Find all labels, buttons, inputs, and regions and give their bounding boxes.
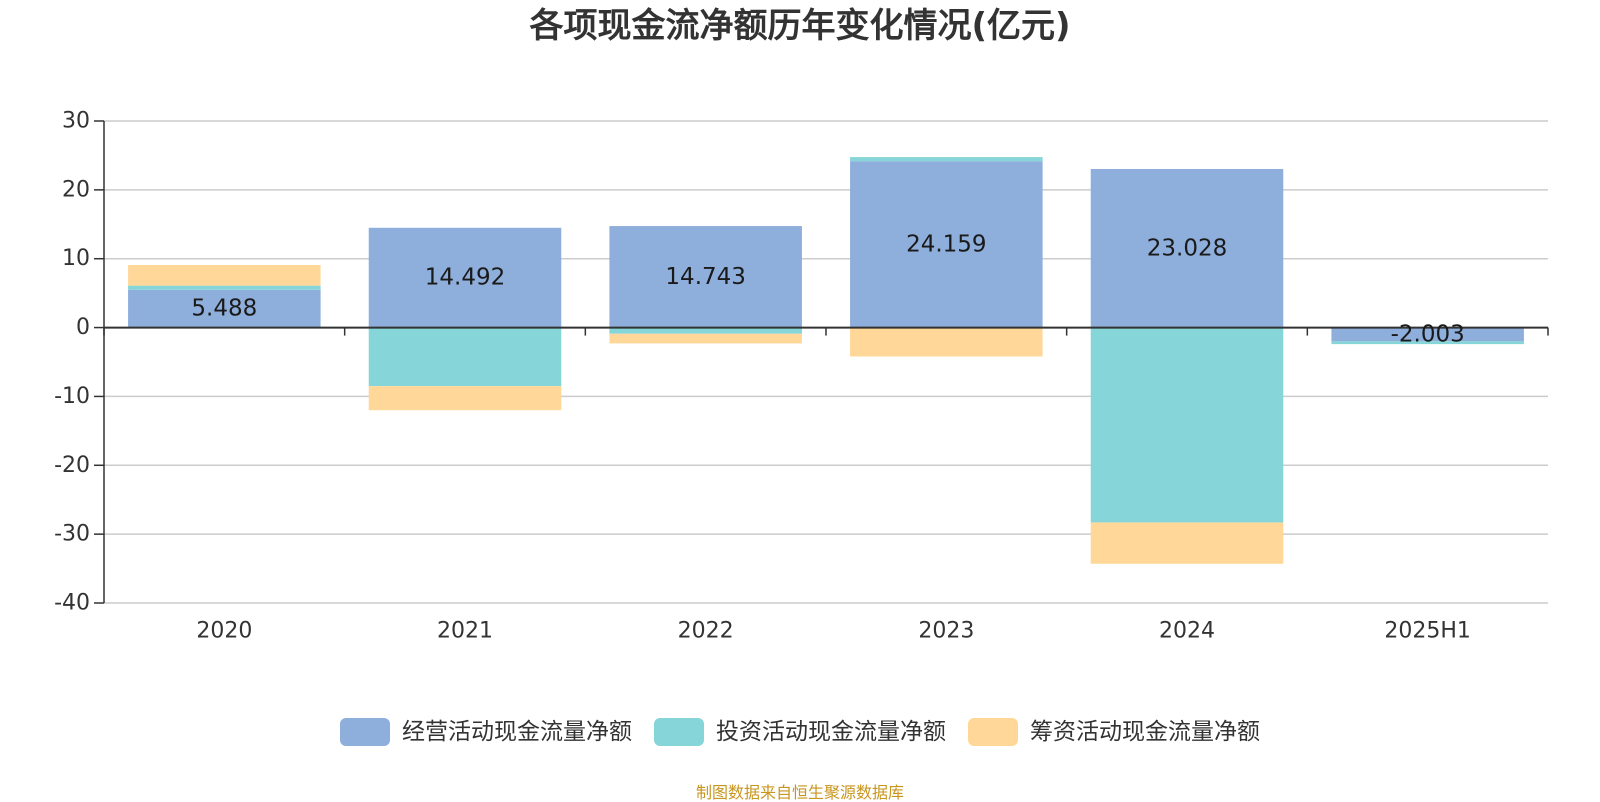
data-label-2024: 23.028 <box>1147 235 1227 261</box>
data-label-2021: 14.492 <box>425 265 505 291</box>
legend-item-investing[interactable]: 投资活动现金流量净额 <box>654 718 946 746</box>
bar-2025H1-series-1 <box>1331 341 1524 345</box>
bar-2024-series-2 <box>1090 522 1284 564</box>
legend-swatch-financing <box>968 718 1018 746</box>
bar-2022-series-0 <box>609 226 802 328</box>
x-tick-label-2020: 2020 <box>196 619 252 644</box>
data-label-2023: 24.159 <box>906 231 986 257</box>
label-layer: 5.488 14.492 14.743 24.159 23.028 -2.003 <box>191 231 1464 347</box>
x-tick-label-2021: 2021 <box>437 619 493 644</box>
bar-2023-series-2 <box>850 327 1043 357</box>
legend-label-operating: 经营活动现金流量净额 <box>402 719 632 745</box>
bar-2020-series-1 <box>128 285 321 290</box>
bar-2020-series-0 <box>128 289 321 328</box>
y-tick-label: -20 <box>54 453 90 478</box>
bar-2025H1-series-0 <box>1331 327 1524 342</box>
bar-layer <box>128 157 1524 564</box>
data-label-2022: 14.743 <box>665 264 745 290</box>
x-tick-label-2024: 2024 <box>1159 619 1215 644</box>
legend-label-investing: 投资活动现金流量净额 <box>716 719 946 745</box>
y-tick-label: -40 <box>54 591 90 616</box>
axis-layer: 30 20 10 0 -10 -20 -30 -40 2020 2021 2022 2023 2024 2… <box>54 109 1549 644</box>
grid-layer <box>104 120 1548 604</box>
y-tick-label: -30 <box>54 522 90 547</box>
bar-2021-series-1 <box>368 327 562 387</box>
legend-item-financing[interactable]: 筹资活动现金流量净额 <box>968 718 1260 746</box>
y-tick-label: 10 <box>62 246 90 271</box>
source-note: 制图数据来自恒生聚源数据库 <box>695 783 904 802</box>
x-tick-label-2025H1: 2025H1 <box>1384 619 1471 644</box>
bar-2021-series-0 <box>368 227 562 328</box>
data-label-2020: 5.488 <box>191 296 257 322</box>
legend-item-operating[interactable]: 经营活动现金流量净额 <box>340 718 632 746</box>
legend-label-financing: 筹资活动现金流量净额 <box>1030 719 1260 745</box>
bar-2022-series-2 <box>609 333 802 344</box>
data-label-2025H1: -2.003 <box>1391 321 1465 347</box>
bar-2024-series-1 <box>1090 327 1284 523</box>
legend-swatch-investing <box>654 718 704 746</box>
y-tick-label: 30 <box>62 109 90 134</box>
bar-2020-series-2 <box>128 264 321 286</box>
y-tick-label: 0 <box>76 315 90 340</box>
legend: 经营活动现金流量净额 投资活动现金流量净额 筹资活动现金流量净额 <box>0 718 1600 746</box>
y-tick-label: 20 <box>62 177 90 202</box>
stacked-bar-chart: 30 20 10 0 -10 -20 -30 -40 2020 2021 2022 2023 2024 2… <box>54 109 1549 644</box>
bar-2021-series-2 <box>368 386 562 411</box>
bar-2023-series-0 <box>850 161 1043 328</box>
chart-title: 各项现金流净额历年变化情况(亿元) <box>529 6 1071 46</box>
x-tick-label-2023: 2023 <box>918 619 974 644</box>
y-tick-label: -10 <box>54 384 90 409</box>
bar-2024-series-0 <box>1090 169 1284 328</box>
bar-2023-series-1 <box>850 157 1043 162</box>
x-tick-label-2022: 2022 <box>678 619 734 644</box>
legend-swatch-operating <box>340 718 390 746</box>
bar-2022-series-1 <box>609 327 802 334</box>
